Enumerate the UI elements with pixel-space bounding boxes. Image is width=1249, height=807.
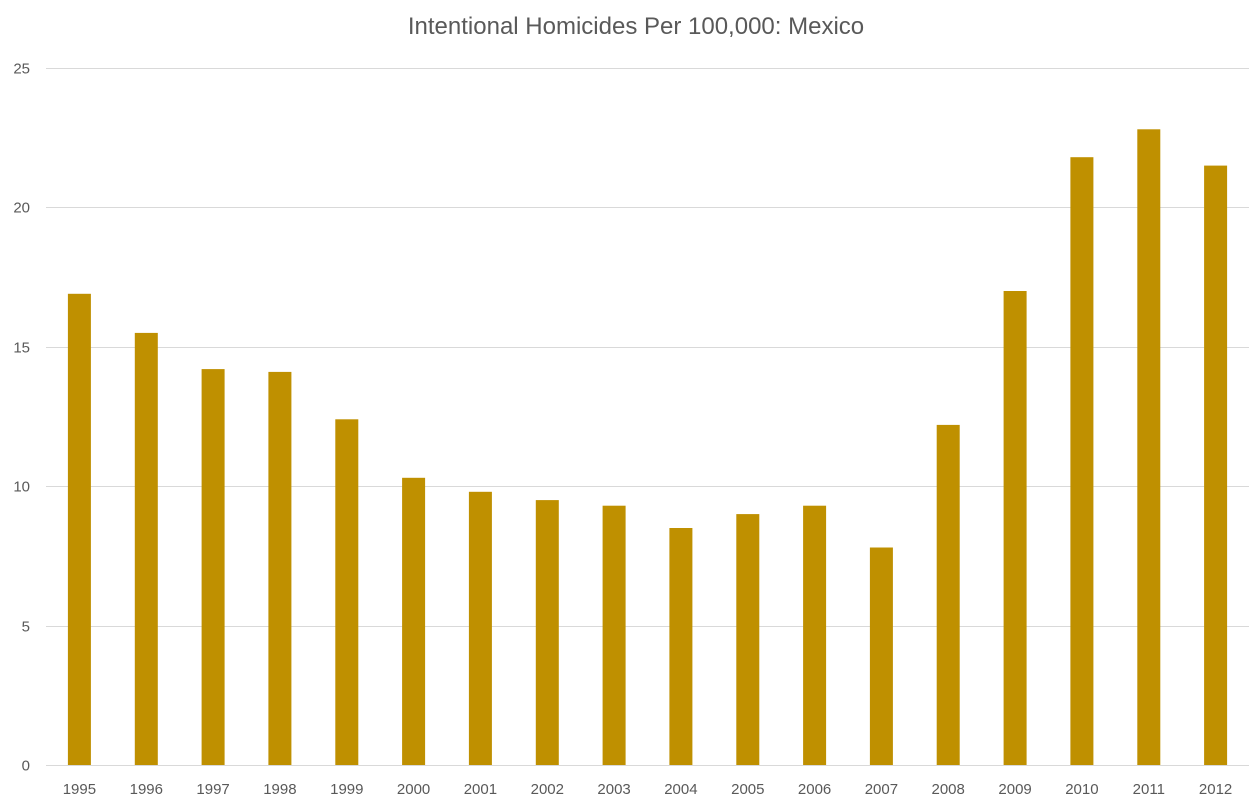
- x-tick-label: 1997: [196, 781, 229, 798]
- y-tick-label: 25: [13, 61, 30, 78]
- y-tick-label: 10: [13, 479, 30, 496]
- bar-2006: [803, 505, 827, 765]
- bar-2011: [1137, 129, 1161, 766]
- bar-2000: [402, 477, 426, 765]
- x-axis-ticks: 1995 1996 1997 1998 1999 2000 2001 2002 2003 2004…: [63, 781, 1233, 798]
- x-tick-label: 2000: [397, 781, 430, 798]
- bar-2009: [1003, 291, 1027, 765]
- bar-2004: [669, 528, 693, 765]
- bar-1998: [268, 371, 292, 765]
- bar-2007: [869, 547, 893, 765]
- bar-1999: [335, 419, 359, 765]
- x-tick-label: 2010: [1065, 781, 1098, 798]
- bar-2005: [736, 514, 760, 765]
- y-tick-label: 15: [13, 340, 30, 357]
- x-tick-label: 2005: [731, 781, 764, 798]
- x-tick-label: 2004: [664, 781, 697, 798]
- x-tick-label: 2008: [932, 781, 965, 798]
- x-tick-label: 2011: [1133, 781, 1165, 798]
- x-tick-label: 2001: [464, 781, 497, 798]
- x-tick-label: 1999: [330, 781, 363, 798]
- bar-2003: [602, 505, 626, 765]
- y-axis-ticks: 0 5 10 15 20 25: [13, 61, 30, 775]
- x-tick-label: 1996: [130, 781, 163, 798]
- x-tick-label: 2012: [1199, 781, 1232, 798]
- x-tick-label: 1998: [263, 781, 296, 798]
- gridlines: [46, 68, 1249, 766]
- x-tick-label: 2007: [865, 781, 898, 798]
- bar-2001: [468, 491, 492, 765]
- x-tick-label: 2002: [531, 781, 564, 798]
- bar-1996: [134, 332, 158, 765]
- bar-2008: [936, 424, 960, 765]
- bar-1995: [67, 293, 91, 765]
- y-tick-label: 20: [13, 200, 30, 217]
- x-tick-label: 2009: [998, 781, 1031, 798]
- bar-1997: [201, 369, 225, 765]
- bar-2010: [1070, 157, 1094, 765]
- x-tick-label: 1995: [63, 781, 96, 798]
- bars: [67, 129, 1228, 766]
- y-tick-label: 0: [22, 758, 30, 775]
- x-tick-label: 2003: [597, 781, 630, 798]
- bar-2012: [1204, 165, 1228, 766]
- chart-title: Intentional Homicides Per 100,000: Mexic…: [408, 13, 864, 40]
- y-tick-label: 5: [22, 619, 30, 636]
- x-tick-label: 2006: [798, 781, 831, 798]
- bar-2002: [535, 500, 559, 765]
